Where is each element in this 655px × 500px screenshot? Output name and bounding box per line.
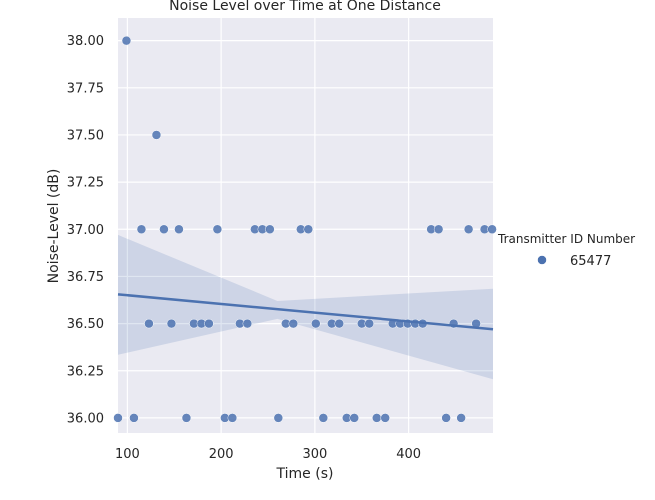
y-tick-label: 37.00 <box>67 223 104 238</box>
data-point <box>121 35 132 46</box>
data-point <box>181 413 192 423</box>
data-point <box>227 413 238 423</box>
x-tick-label: 100 <box>115 447 140 462</box>
y-tick-label: 36.25 <box>67 364 104 379</box>
y-tick-label: 38.00 <box>67 34 104 49</box>
chart-title: Noise Level over Time at One Distance <box>169 0 441 14</box>
x-tick-label: 400 <box>396 447 421 462</box>
data-point <box>433 224 444 235</box>
data-point <box>364 318 374 329</box>
data-point <box>288 318 299 329</box>
confidence-band <box>118 234 493 380</box>
data-point <box>159 224 169 235</box>
x-tick-label: 200 <box>209 447 234 462</box>
data-point <box>441 413 451 423</box>
y-tick-label: 36.75 <box>67 270 104 285</box>
x-tick-label: 300 <box>302 447 327 462</box>
data-point <box>349 413 359 423</box>
data-point <box>311 318 321 329</box>
data-point <box>487 224 497 235</box>
legend: Transmitter ID Number 65477 <box>497 232 635 269</box>
y-tick-label: 36.00 <box>67 411 104 426</box>
legend-title: Transmitter ID Number <box>497 232 635 246</box>
y-tick-label: 36.50 <box>67 317 104 332</box>
data-point <box>151 130 162 140</box>
y-tick-label: 37.75 <box>67 81 104 96</box>
y-tick-labels: 36.00 36.25 36.50 36.75 37.00 37.25 37.50 37.75… <box>67 34 104 426</box>
data-point <box>456 413 466 423</box>
data-point <box>380 413 390 423</box>
y-axis-label: Noise-Level (dB) <box>46 169 62 284</box>
x-tick-labels: 100 200 300 400 <box>115 447 421 462</box>
data-point <box>166 318 177 329</box>
data-points <box>113 35 497 423</box>
data-point <box>318 413 329 423</box>
data-point <box>204 318 214 329</box>
data-point <box>136 224 147 235</box>
data-point <box>463 224 474 235</box>
data-point <box>174 224 184 235</box>
regression-line <box>117 293 494 331</box>
data-point <box>113 413 123 423</box>
legend-marker <box>537 255 547 265</box>
data-point <box>303 224 314 235</box>
data-point <box>144 318 154 329</box>
legend-entry-label: 65477 <box>570 254 611 269</box>
data-point <box>242 318 253 329</box>
data-point <box>273 413 284 423</box>
y-tick-label: 37.50 <box>67 128 104 143</box>
data-point <box>265 224 275 235</box>
data-point <box>212 224 223 235</box>
y-tick-label: 37.25 <box>67 176 104 191</box>
x-axis-label: Time (s) <box>276 466 334 482</box>
data-point <box>334 318 344 329</box>
data-point <box>129 413 139 423</box>
data-point <box>372 413 382 423</box>
